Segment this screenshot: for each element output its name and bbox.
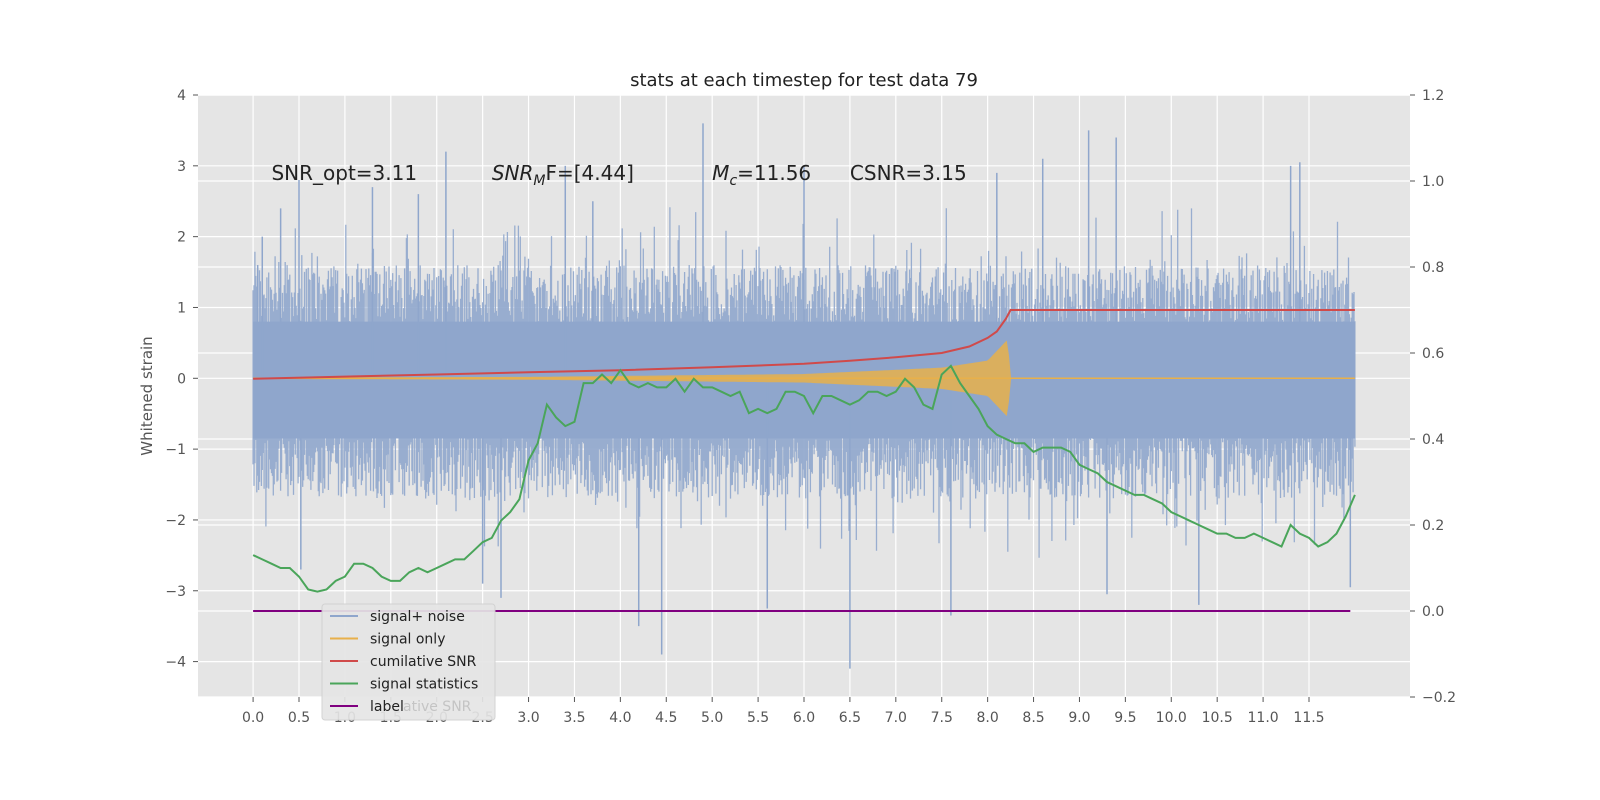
y2-tick-label: 1.2 — [1422, 88, 1444, 104]
y2-tick-label: 0.2 — [1422, 518, 1444, 534]
annotation-3: CSNR=3.15 — [850, 161, 967, 185]
x-tick-label: 6.5 — [839, 710, 861, 726]
annotation-0: SNR_opt=3.11 — [271, 161, 417, 185]
legend-box — [321, 603, 496, 721]
x-tick-label: 0.0 — [242, 710, 264, 726]
x-tick-label: 5.0 — [701, 710, 723, 726]
annotations: SNR_opt=3.11 SNRMF=[4.44] Mc=11.56 CSNR=3.1… — [271, 161, 966, 189]
legend-label: label — [370, 699, 404, 715]
annotation-rest: F=[4.44] — [545, 161, 633, 185]
x-tick-label: 7.0 — [885, 710, 907, 726]
y-axis-label: Whitened strain — [138, 336, 156, 455]
y2-tick-label: 0.4 — [1422, 432, 1444, 448]
x-tick-label: 3.5 — [563, 710, 585, 726]
x-tick-label: 6.0 — [793, 710, 815, 726]
annotation-main: M — [712, 161, 729, 185]
signal-statistics-line — [252, 364, 1356, 593]
x-tick-label: 3.0 — [517, 710, 539, 726]
annotation-subscript: c — [729, 173, 737, 189]
annotation-subscript: M — [533, 173, 545, 189]
annotation-rest: =11.56 — [737, 161, 811, 185]
annotation-main: SNR — [492, 161, 534, 185]
y-tick-label: −3 — [165, 584, 186, 600]
x-tick-label: 9.5 — [1114, 710, 1136, 726]
x-tick-label: 10.5 — [1202, 710, 1233, 726]
y2-tick-label: 0.0 — [1422, 604, 1444, 620]
legend-label: signal only — [370, 632, 445, 648]
x-tick-label: 0.5 — [288, 710, 310, 726]
y-tick-label: 0 — [177, 371, 186, 387]
legend: ative SNR signal+ noise signal only cumilat… — [321, 603, 496, 721]
x-tick-label: 11.0 — [1248, 710, 1279, 726]
y-tick-label: −2 — [165, 513, 186, 529]
cumulative-snr-line — [253, 309, 1355, 380]
y2-axis-ticks: 1.2 1.0 0.8 0.6 0.4 0.2 0.0 −0.2 — [1410, 88, 1456, 706]
legend-label: cumilative SNR — [370, 654, 477, 670]
y-axis-ticks: 4 3 2 1 0 −1 −2 −3 −4 — [165, 88, 198, 671]
x-tick-label: 8.0 — [977, 710, 999, 726]
y-tick-label: 1 — [177, 300, 186, 316]
y-tick-label: 3 — [177, 159, 186, 175]
x-axis-ticks: 0.00.51.01.52.02.53.03.54.04.55.05.56.06… — [242, 697, 1325, 726]
annotation-2: Mc=11.56 — [712, 161, 811, 189]
legend-overlap-text: ative SNR — [403, 699, 472, 715]
x-tick-label: 9.0 — [1068, 710, 1090, 726]
y-tick-label: 2 — [177, 230, 186, 246]
legend-label: signal+ noise — [370, 609, 465, 625]
x-tick-label: 8.5 — [1022, 710, 1044, 726]
series-signal-only — [253, 340, 1355, 417]
y2-tick-label: 0.8 — [1422, 260, 1444, 276]
y2-tick-label: 0.6 — [1422, 346, 1444, 362]
legend-label: signal statistics — [370, 677, 478, 693]
y2-tick-label: −0.2 — [1422, 690, 1456, 706]
y-tick-label: −4 — [165, 655, 186, 671]
annotation-1: SNRMF=[4.44] — [492, 161, 634, 189]
y-tick-label: −1 — [165, 442, 186, 458]
x-tick-label: 4.0 — [609, 710, 631, 726]
y2-tick-label: 1.0 — [1422, 174, 1444, 190]
x-tick-label: 7.5 — [931, 710, 953, 726]
x-tick-label: 11.5 — [1293, 710, 1324, 726]
x-tick-label: 5.5 — [747, 710, 769, 726]
y-tick-label: 4 — [177, 88, 186, 104]
chart-title: stats at each timestep for test data 79 — [630, 70, 978, 91]
x-tick-label: 4.5 — [655, 710, 677, 726]
x-tick-label: 10.0 — [1156, 710, 1187, 726]
